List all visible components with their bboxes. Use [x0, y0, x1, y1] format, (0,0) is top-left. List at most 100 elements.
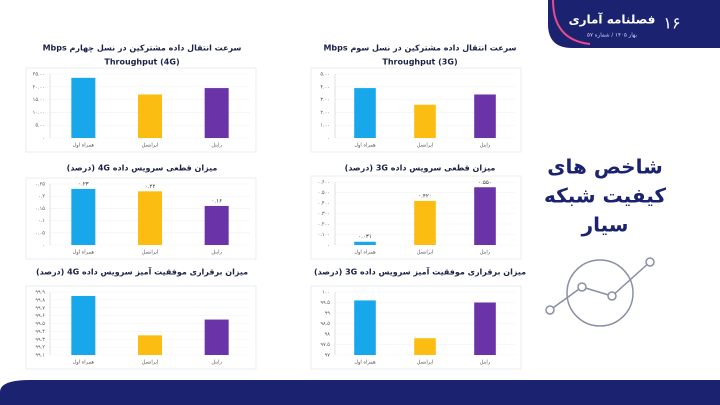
x-tick-label: ایرانسل [417, 250, 434, 256]
y-tick-label: ۴.۰۰ [320, 84, 330, 90]
value-label: ۰.۰۳۱ [358, 234, 372, 240]
bar [71, 188, 96, 245]
y-tick-label: ۰.۵۰۰ [318, 190, 330, 196]
bar [138, 191, 162, 245]
y-tick-label: ۹۹.۵ [320, 300, 330, 306]
y-tick-label: ۰.۳۰۰ [318, 211, 330, 217]
y-tick-label: ۹۹.۵ [35, 321, 45, 327]
chart-subtitle: Throughput (3G) [382, 58, 457, 67]
header-accent [552, 0, 591, 45]
x-tick-label: رایتل [480, 360, 491, 366]
y-tick-label: ۹۹.۴ [35, 329, 45, 335]
x-tick-label: رایتل [211, 250, 222, 256]
value-label: ۰.۲۲ [145, 184, 156, 190]
y-tick-label: ۲۰.۰۰ [33, 84, 45, 90]
y-tick-label: ۹۹.۸ [35, 297, 45, 303]
y-tick-label: ۰.۰۵ [35, 230, 45, 236]
x-tick-label: همراه اول [73, 360, 95, 366]
y-tick-label: ۹۹.۱ [35, 353, 45, 359]
y-tick-label: ۳.۰۰ [320, 97, 330, 103]
x-tick-label: همراه اول [354, 360, 376, 366]
y-tick-label: ۱۰.۰۰ [33, 110, 45, 116]
y-tick-label: ۵.۰۰ [320, 72, 330, 78]
chart-title: سرعت انتقال داده مشترکین در نسل سوم Mbps [323, 44, 516, 53]
x-tick-label: ایرانسل [417, 143, 434, 149]
y-tick-label: ۹۷ [325, 353, 331, 359]
y-tick-label: ۰.۴۰۰ [318, 201, 330, 207]
y-tick-label: ۰.۲۰۰ [318, 222, 330, 228]
plot-frame [25, 285, 257, 370]
bar [138, 94, 162, 138]
plot-frame [25, 67, 257, 153]
y-tick-label: ۰ [327, 243, 330, 249]
y-tick-label: ۰.۱۰۰ [318, 232, 330, 238]
bar [71, 295, 96, 355]
y-tick-label: ۰ [42, 136, 45, 142]
bar [474, 187, 496, 245]
y-tick-label: ۰.۱۵ [35, 206, 45, 212]
bar [414, 200, 436, 245]
y-tick-label: ۹۷.۵ [320, 342, 330, 348]
x-tick-label: ایرانسل [142, 250, 159, 256]
x-tick-label: همراه اول [354, 143, 376, 149]
y-tick-label: ۹۹.۶ [35, 313, 45, 319]
chart-title: میزان قطعی سرویس داده 4G (درصد) [67, 164, 218, 174]
headline: کیفیت شبکه [544, 184, 666, 208]
value-label: ۰.۱۶ [211, 198, 222, 204]
issue-date: بهار ۱۴۰۵ / شماره ۵۷ [587, 33, 637, 39]
y-tick-label: ۹۹.۲ [35, 345, 45, 351]
y-tick-label: ۹۹.۳ [35, 337, 45, 343]
headline: شاخص های [547, 155, 663, 179]
y-tick-label: ۰.۱ [38, 218, 45, 224]
bar [414, 338, 436, 355]
plot-frame [310, 285, 522, 370]
value-label: ۰.۴۲۰ [418, 193, 432, 199]
y-tick-label: ۱۰۰ [322, 290, 330, 296]
x-tick-label: رایتل [480, 250, 491, 256]
header-badge [548, 0, 720, 48]
footer-band [0, 380, 720, 405]
y-tick-label: ۱.۰۰ [320, 123, 330, 129]
y-tick-label: ۲.۰۰ [320, 110, 330, 116]
y-tick-label: ۰ [327, 136, 330, 142]
x-tick-label: رایتل [480, 143, 491, 149]
value-label: ۰.۲۳ [78, 181, 89, 187]
y-tick-label: ۰ [42, 243, 45, 249]
headline: سیار [581, 213, 629, 237]
plot-frame [25, 177, 257, 260]
bar [71, 77, 96, 138]
x-tick-label: رایتل [211, 360, 222, 366]
bar [204, 88, 229, 138]
chart-title: سرعت انتقال داده مشترکین در نسل چهارم Mb… [43, 44, 242, 53]
y-tick-label: ۰.۲ [38, 194, 45, 200]
y-tick-label: ۹۹.۹ [35, 290, 45, 296]
x-tick-label: رایتل [211, 143, 222, 149]
y-tick-label: ۹۹ [325, 311, 331, 317]
chart-title: میزان قطعی سرویس داده 3G (درصد) [345, 164, 496, 174]
y-tick-label: ۰.۲۵ [35, 182, 45, 188]
chart-title: میزان برقراری موفقیت آمیز سرویس داده 3G … [314, 267, 526, 278]
bar [354, 300, 376, 355]
plot-frame [310, 175, 522, 260]
bar [474, 302, 496, 355]
x-tick-label: همراه اول [73, 250, 95, 256]
bar [138, 335, 162, 355]
plot-frame [310, 67, 522, 153]
bar [204, 205, 229, 245]
x-tick-label: همراه اول [354, 250, 376, 256]
y-tick-label: ۹۸ [325, 332, 331, 338]
logo: فصلنامه آماری [569, 12, 656, 27]
bar [354, 241, 376, 245]
bar [414, 104, 436, 138]
chart-title: میزان برقراری موفقیت آمیز سرویس داده 4G … [36, 267, 248, 278]
x-tick-label: ایرانسل [142, 360, 159, 366]
bar [354, 88, 376, 138]
chart-subtitle: Throughput (4G) [104, 58, 179, 67]
x-tick-label: ایرانسل [142, 143, 159, 149]
issue-number: ۱۶ [663, 14, 680, 33]
y-tick-label: ۹۸.۵ [320, 321, 330, 327]
y-tick-label: ۵.۰۰ [35, 123, 45, 129]
bar [474, 94, 496, 138]
value-label: ۰.۵۵۰ [478, 180, 492, 186]
y-tick-label: ۱۵.۰۰ [33, 97, 45, 103]
